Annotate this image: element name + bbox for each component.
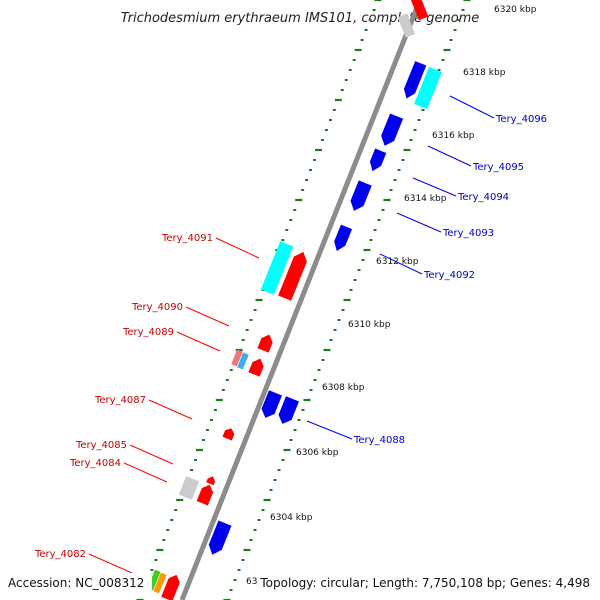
scale-label: 6316 kbp: [432, 131, 475, 141]
leader-line: [123, 462, 168, 483]
gene-label-forward: Tery_4088: [353, 435, 405, 446]
reverse-gene-tery-4089: [248, 358, 264, 377]
leader-line: [129, 444, 174, 465]
gene-label-reverse: Tery_4090: [131, 302, 183, 313]
scale-label: 6318 kbp: [463, 68, 506, 78]
reverse-label-leaders: [88, 237, 260, 574]
gene-label-reverse: Tery_4085: [75, 440, 127, 451]
leader-line: [449, 95, 495, 119]
scale-label: 6310 kbp: [348, 320, 391, 330]
forward-gene-tery-4093: [350, 180, 372, 211]
reverse-gene-tery-4087: [222, 428, 235, 441]
gene-label-reverse: Tery_4084: [69, 458, 121, 469]
genome-backbone: [179, 0, 423, 600]
misc-feature-pink: [231, 349, 243, 367]
gene-label-forward: Tery_4094: [457, 192, 509, 203]
misc-feature-orange: [153, 572, 167, 594]
reverse-gene-top: [408, 0, 429, 21]
gene-label-reverse: Tery_4082: [34, 549, 86, 560]
leader-line: [427, 145, 472, 167]
map-title: Trichodesmium erythraeum IMS101, complet…: [121, 11, 480, 26]
forward-gene-b: [208, 520, 232, 555]
scale-label: 6314 kbp: [404, 194, 447, 204]
gene-label-reverse: Tery_4089: [122, 327, 174, 338]
gene-label-forward: Tery_4095: [472, 162, 524, 173]
reverse-gene-labels: Tery_4091 Tery_4090 Tery_4089 Tery_4087 …: [34, 233, 213, 560]
scale-label: 630: [246, 577, 263, 587]
rna-gene-tery-4091: [260, 241, 294, 295]
rna-gene-tery-4096: [414, 66, 442, 110]
reverse-gene-tery-4090: [257, 334, 273, 353]
leader-line: [412, 177, 457, 197]
pseudo-gene-top: [397, 13, 416, 38]
accession-text: Accession: NC_008312: [8, 576, 144, 590]
misc-feature-blue: [237, 352, 249, 370]
forward-gene-tery-4088: [278, 396, 299, 424]
leader-line: [215, 237, 260, 259]
gene-label-forward: Tery_4096: [495, 114, 547, 125]
forward-gene-tery-4094: [369, 148, 387, 172]
gene-label-forward: Tery_4092: [423, 270, 475, 281]
reverse-gene-tery-4091: [278, 251, 307, 301]
footer: Accession: NC_008312 Topology: circular;…: [6, 573, 592, 591]
reverse-gene-tery-4082: [161, 574, 180, 600]
footer-backdrop-left: [6, 573, 152, 591]
pseudo-gene-tery-4084: [178, 476, 200, 500]
leader-line: [185, 306, 230, 327]
summary-text: Topology: circular; Length: 7,750,108 bp…: [259, 576, 590, 590]
gene-label-reverse: Tery_4087: [94, 395, 146, 406]
forward-gene-tery-4096: [403, 61, 427, 99]
leader-line: [306, 420, 353, 440]
forward-gene-tery-4095: [381, 113, 404, 146]
forward-gene-a: [261, 390, 282, 418]
forward-gene-labels: Tery_4096 Tery_4095 Tery_4094 Tery_4093 …: [353, 114, 547, 446]
leader-line: [88, 553, 133, 574]
leader-line: [176, 331, 221, 352]
forward-gene-tery-4092: [334, 224, 353, 251]
scale-label: 6308 kbp: [322, 383, 365, 393]
gene-label-reverse: Tery_4091: [161, 233, 213, 244]
scale-label: 6306 kbp: [296, 448, 339, 458]
reverse-gene-tery-4084: [196, 484, 214, 506]
scale-label: 6320 kbp: [494, 5, 537, 15]
leader-line: [379, 253, 423, 275]
gene-features: [147, 0, 442, 600]
scale-label: 6304 kbp: [270, 513, 313, 523]
leader-line: [148, 399, 193, 420]
forward-label-leaders: [306, 95, 495, 440]
leader-line: [396, 212, 442, 233]
footer-backdrop-right: [258, 573, 592, 591]
gene-label-forward: Tery_4093: [442, 228, 494, 239]
reverse-gene-tery-4085: [206, 476, 216, 486]
